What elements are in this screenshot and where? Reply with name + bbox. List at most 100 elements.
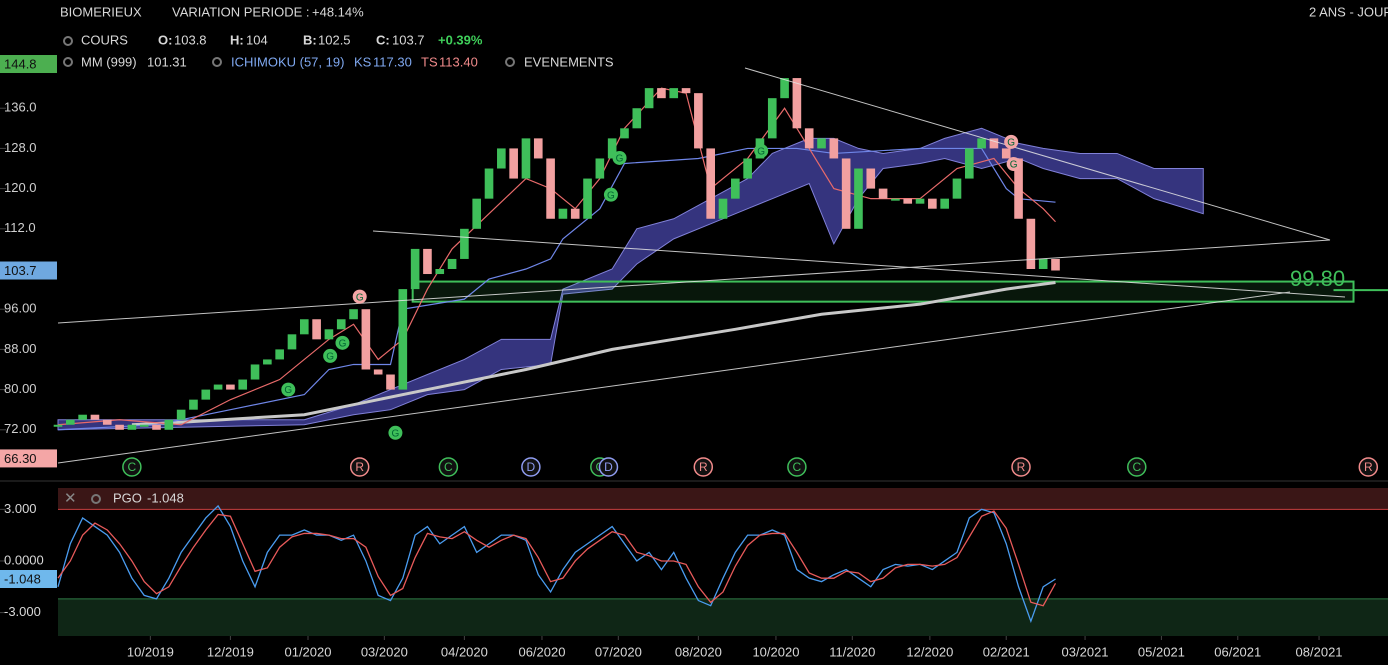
close-icon: ✕ (64, 490, 77, 507)
candle (447, 258, 457, 270)
signal-label: G (392, 428, 400, 439)
signal-label: G (616, 154, 624, 165)
candle (952, 178, 962, 199)
candle (718, 198, 728, 219)
candle (275, 349, 284, 360)
candle (743, 158, 752, 179)
event-marker (349, 457, 370, 477)
close-value: 103.7 (392, 32, 425, 47)
candle (250, 364, 260, 380)
candle (78, 414, 87, 420)
support-level-label: 99.80 (1290, 266, 1345, 291)
low-value: 102.5 (318, 32, 351, 47)
x-tick-label: 03/2021 (1062, 644, 1109, 659)
trend-line (372, 230, 1346, 298)
ma-value: 101.31 (147, 54, 187, 69)
candle (558, 208, 568, 219)
x-tick-label: 05/2021 (1138, 644, 1185, 659)
candle (324, 329, 334, 340)
candle (373, 369, 383, 375)
candle (706, 148, 715, 219)
high-label: H: (230, 32, 244, 47)
candle (238, 379, 248, 390)
candle (632, 108, 642, 129)
candle (570, 208, 580, 219)
candle (546, 158, 555, 219)
price-badge (0, 449, 57, 468)
event-label: C (128, 460, 137, 474)
candle (928, 198, 937, 209)
moving-average (131, 281, 1056, 427)
ts-label: TS (421, 54, 438, 69)
event-label: R (699, 460, 708, 474)
support-zone (411, 280, 1355, 303)
legend-ma: MM (999) (81, 54, 137, 69)
y-tick-label: 120.0 (4, 180, 37, 195)
pgo-line (57, 510, 1057, 607)
candle (361, 309, 371, 370)
signal-label: G (1010, 160, 1018, 171)
settings-icon[interactable] (63, 36, 73, 46)
candle (226, 384, 235, 390)
candle (213, 384, 223, 390)
candle (1014, 158, 1023, 219)
low-label: B: (303, 32, 317, 47)
candle (767, 98, 777, 139)
ichimoku-line (57, 147, 1056, 431)
candle (669, 88, 679, 99)
pgo-panel: 3.000 0.0000 -3.000 10/2019 12/2019 01/2020 03… (0, 480, 1388, 659)
candle (115, 424, 124, 430)
candle (780, 78, 789, 99)
close-label: C: (376, 32, 390, 47)
y-tick-label: 80.00 (4, 381, 37, 396)
y-tick-label: 136.0 (4, 100, 37, 115)
candle (176, 409, 186, 420)
period: 2 ANS - JOUR (1309, 4, 1388, 19)
event-label: C (793, 460, 802, 474)
candle (989, 138, 999, 149)
open-label: O: (158, 32, 172, 47)
signal-marker (1006, 156, 1021, 171)
candle (620, 128, 629, 139)
signal-marker (1004, 134, 1019, 149)
oversold-band (58, 598, 1388, 636)
event-label: C (1132, 460, 1141, 474)
candle (977, 138, 986, 149)
candle (533, 138, 543, 159)
event-marker (598, 457, 619, 477)
change-value: +0.39% (438, 32, 483, 47)
ichimoku-cloud (57, 127, 1204, 431)
x-tick-label: 11/2020 (829, 644, 875, 659)
overlay: 72.0080.0088.0096.00104.0112.0120.0128.0… (0, 55, 1379, 477)
settings-icon[interactable] (91, 494, 101, 504)
x-tick-label: 10/2019 (127, 644, 174, 659)
candle (829, 138, 839, 159)
x-tick-label: 08/2020 (675, 644, 722, 659)
candle (1051, 258, 1060, 271)
candle (139, 424, 149, 427)
trend-lines (57, 67, 1346, 464)
candle (583, 178, 592, 219)
x-tick-label: 01/2020 (284, 644, 331, 659)
candle (127, 424, 137, 430)
price-badge-label: 144.8 (4, 56, 37, 71)
price-badge-label: 66.30 (4, 451, 37, 466)
candle (878, 188, 888, 199)
settings-icon[interactable] (63, 57, 73, 67)
settings-icon[interactable] (212, 57, 222, 67)
candle (472, 198, 482, 229)
candle (866, 168, 876, 189)
y-tick-label: -3.000 (4, 604, 41, 619)
y-tick-label: 72.00 (4, 421, 37, 436)
variation-value: +48.14% (312, 4, 364, 19)
x-tick-label: 07/2020 (595, 644, 642, 659)
pgo-badge-label: -1.048 (4, 571, 41, 586)
candle (595, 158, 605, 179)
candle (152, 424, 161, 430)
y-tick-label: 96.00 (4, 301, 37, 316)
pgo-line (57, 504, 1056, 624)
event-marker (1127, 457, 1147, 477)
settings-icon[interactable] (505, 57, 515, 67)
